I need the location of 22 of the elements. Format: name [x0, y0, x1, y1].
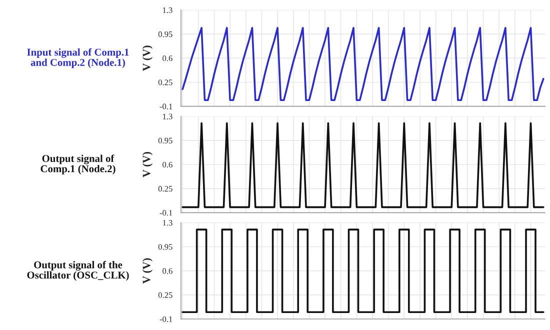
text: Input signal of Comp.1 and Comp.2 (Node.1): [27, 48, 129, 68]
y-tick-label: 1.3: [162, 114, 172, 120]
y-tick-label: 1.3: [162, 7, 172, 14]
y-axis-title: V (V): [142, 258, 153, 284]
y-tick-label: 0.6: [162, 56, 172, 62]
y-tick-label: 1.3: [162, 220, 172, 226]
y-tick-label: -0.1: [160, 104, 172, 110]
y-tick-label: 0.25: [158, 292, 172, 298]
y-tick-label: -0.1: [160, 210, 172, 216]
y-tick-label: 0.95: [158, 138, 172, 144]
y-axis-title: V (V): [142, 152, 153, 178]
text: Output signal of the Oscillator (OSC_CLK): [27, 260, 129, 281]
text: Output signal of Comp.1 (Node.2): [40, 154, 116, 174]
y-tick-label: 0.6: [162, 162, 172, 168]
y-tick-label: 0.6: [162, 268, 172, 274]
y-tick-label: -0.1: [160, 316, 172, 322]
line-series: [182, 26, 544, 102]
y-axis-title: V (V): [142, 46, 153, 72]
y-tick-label: 0.25: [158, 80, 172, 86]
y-tick-label: 0.95: [158, 244, 172, 250]
y-tick-label: 0.95: [158, 31, 172, 38]
y-tick-label: 0.25: [158, 186, 172, 192]
